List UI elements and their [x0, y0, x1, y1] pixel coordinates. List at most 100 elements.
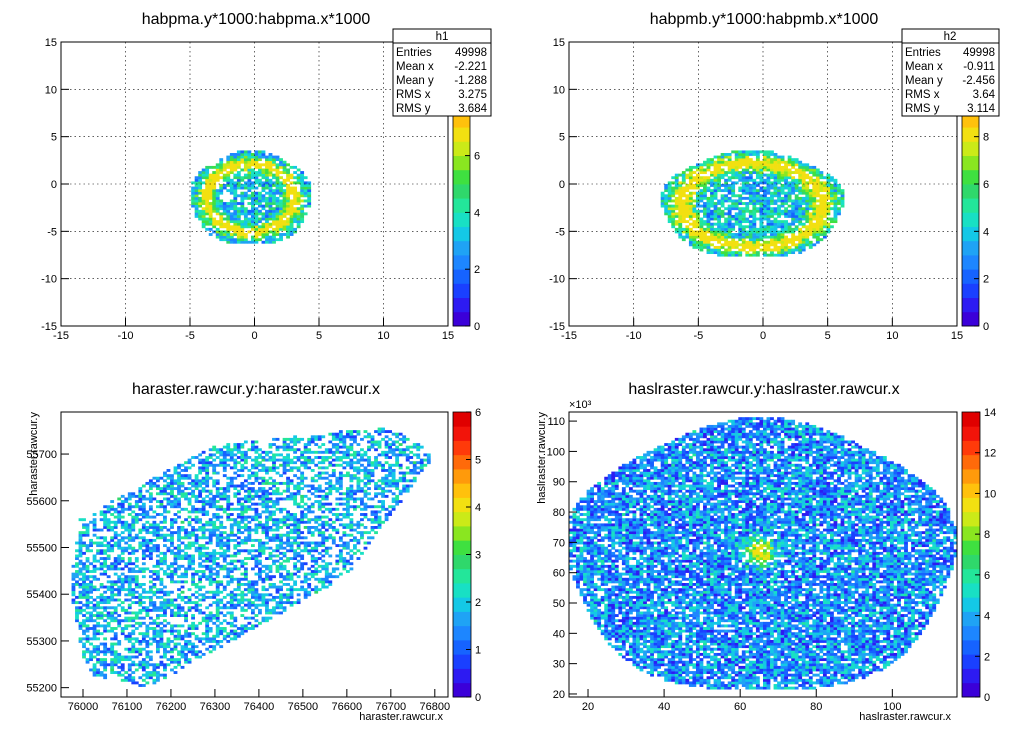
- heatmap-cell: [177, 660, 181, 664]
- heatmap-cell: [275, 497, 280, 501]
- heatmap-cell: [222, 225, 227, 229]
- heatmap-cell: [261, 150, 266, 154]
- heatmap-cell: [131, 510, 136, 514]
- heatmap-cell: [745, 240, 750, 244]
- heatmap-cell: [773, 158, 778, 162]
- heatmap-cell: [713, 235, 718, 239]
- heatmap-cell: [243, 240, 248, 244]
- heatmap-cell: [279, 204, 283, 208]
- stats-value: 3.684: [458, 103, 487, 115]
- heatmap-cell: [755, 233, 760, 236]
- heatmap-cell: [194, 178, 199, 182]
- heatmap-cell: [152, 608, 157, 612]
- heatmap-cell: [184, 531, 188, 535]
- palette-band: [453, 283, 470, 298]
- heatmap-cell: [191, 557, 195, 560]
- heatmap-cell: [82, 614, 86, 617]
- heatmap-cell: [727, 158, 732, 162]
- heatmap-cell: [131, 492, 136, 496]
- heatmap-cell: [219, 554, 224, 558]
- heatmap-cell: [261, 189, 266, 193]
- heatmap-cell: [247, 583, 252, 586]
- heatmap-cell: [159, 476, 164, 480]
- heatmap-cell: [124, 541, 129, 545]
- heatmap-cell: [734, 217, 739, 221]
- heatmap-cell: [681, 199, 686, 203]
- heatmap-cell: [89, 580, 93, 584]
- heatmap-cell: [184, 655, 188, 659]
- heatmap-cell: [215, 564, 220, 568]
- heatmap-cell: [755, 194, 760, 198]
- heatmap-cell: [138, 546, 143, 550]
- heatmap-cell: [819, 204, 824, 208]
- heatmap-cell: [678, 196, 683, 200]
- heatmap-cell: [296, 570, 301, 573]
- heatmap-cell: [212, 577, 217, 581]
- heatmap-cell: [163, 645, 167, 649]
- heatmap-cell: [155, 640, 160, 643]
- heatmap-cell: [261, 176, 266, 180]
- heatmap-cell: [152, 544, 157, 548]
- heatmap-cell: [741, 158, 746, 162]
- heatmap-cell: [755, 163, 760, 167]
- heatmap-cell: [279, 235, 283, 239]
- heatmap-cell: [268, 466, 273, 470]
- heatmap-cell: [833, 214, 838, 218]
- heatmap-cell: [198, 655, 203, 659]
- heatmap-cell: [226, 640, 231, 643]
- heatmap-cell: [243, 541, 248, 545]
- heatmap-cell: [96, 549, 100, 553]
- heatmap-cell: [289, 494, 294, 498]
- heatmap-cell: [293, 191, 298, 195]
- heatmap-cell: [727, 204, 732, 208]
- heatmap-cell: [113, 616, 118, 620]
- heatmap-cell: [293, 474, 298, 478]
- heatmap-cell: [198, 593, 203, 597]
- heatmap-cell: [261, 593, 266, 597]
- heatmap-cell: [247, 505, 252, 509]
- heatmap-cell: [275, 559, 280, 563]
- heatmap-cell: [247, 171, 252, 174]
- heatmap-cell: [85, 546, 90, 550]
- heatmap-cell: [791, 212, 796, 216]
- heatmap-cell: [184, 474, 188, 478]
- heatmap-cell: [247, 178, 252, 182]
- heatmap-cell: [229, 593, 234, 597]
- heatmap-cell: [240, 191, 245, 195]
- heatmap-cell: [275, 489, 280, 493]
- heatmap-cell: [82, 585, 86, 589]
- heatmap-cell: [194, 212, 199, 216]
- heatmap-cell: [124, 520, 129, 524]
- heatmap-cell: [163, 624, 167, 628]
- heatmap-cell: [212, 531, 217, 535]
- heatmap-cell: [279, 445, 283, 449]
- heatmap-cell: [194, 181, 199, 185]
- heatmap-cell: [289, 497, 294, 501]
- heatmap-cell: [106, 507, 111, 511]
- heatmap-cell: [233, 523, 238, 527]
- heatmap-cell: [748, 227, 753, 231]
- heatmap-cell: [275, 471, 280, 475]
- heatmap-cell: [222, 184, 227, 187]
- heatmap-cell: [699, 191, 704, 195]
- heatmap-cell: [127, 567, 132, 571]
- heatmap-cell: [777, 209, 781, 213]
- heatmap-cell: [272, 233, 276, 236]
- heatmap-cell: [134, 494, 139, 498]
- heatmap-cell: [152, 601, 157, 605]
- heatmap-cell: [219, 551, 224, 555]
- heatmap-cell: [692, 233, 697, 236]
- heatmap-cell: [212, 616, 217, 620]
- heatmap-cell: [798, 209, 803, 213]
- heatmap-cell: [92, 655, 97, 659]
- heatmap-cell: [229, 601, 234, 605]
- heatmap-cell: [198, 202, 203, 205]
- heatmap-cell: [770, 186, 774, 190]
- heatmap-cell: [85, 658, 90, 662]
- heatmap-cell: [170, 538, 174, 542]
- heatmap-cell: [692, 207, 697, 211]
- heatmap-cell: [226, 458, 231, 462]
- heatmap-cell: [286, 163, 290, 167]
- x-tick-label: 5: [825, 330, 831, 342]
- heatmap-cell: [198, 549, 203, 553]
